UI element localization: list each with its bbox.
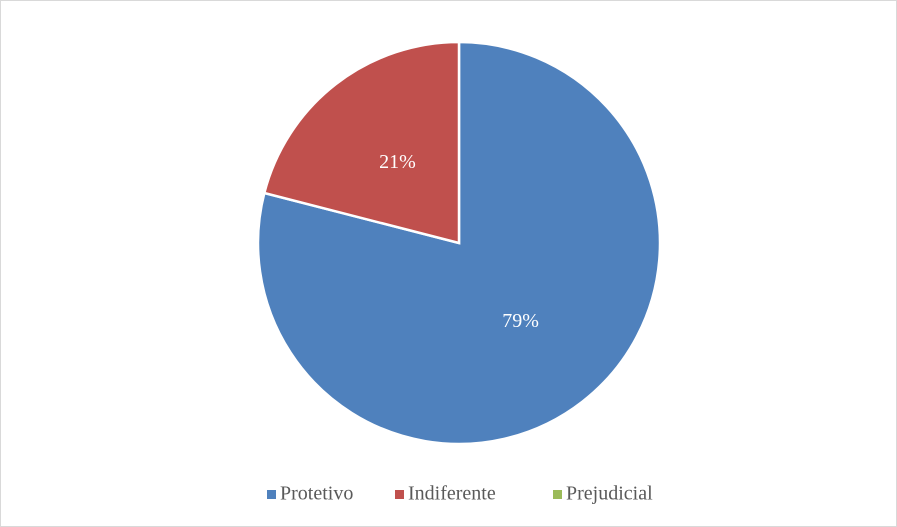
data-label: 79% bbox=[502, 310, 539, 332]
legend-label: Protetivo bbox=[280, 483, 353, 505]
pie-slice bbox=[262, 40, 461, 245]
legend-swatch bbox=[395, 490, 404, 499]
legend-label: Indiferente bbox=[408, 483, 496, 505]
legend-swatch bbox=[267, 490, 276, 499]
legend-label: Prejudicial bbox=[566, 483, 653, 505]
legend-swatch bbox=[553, 490, 562, 499]
data-label: 21% bbox=[379, 151, 416, 173]
